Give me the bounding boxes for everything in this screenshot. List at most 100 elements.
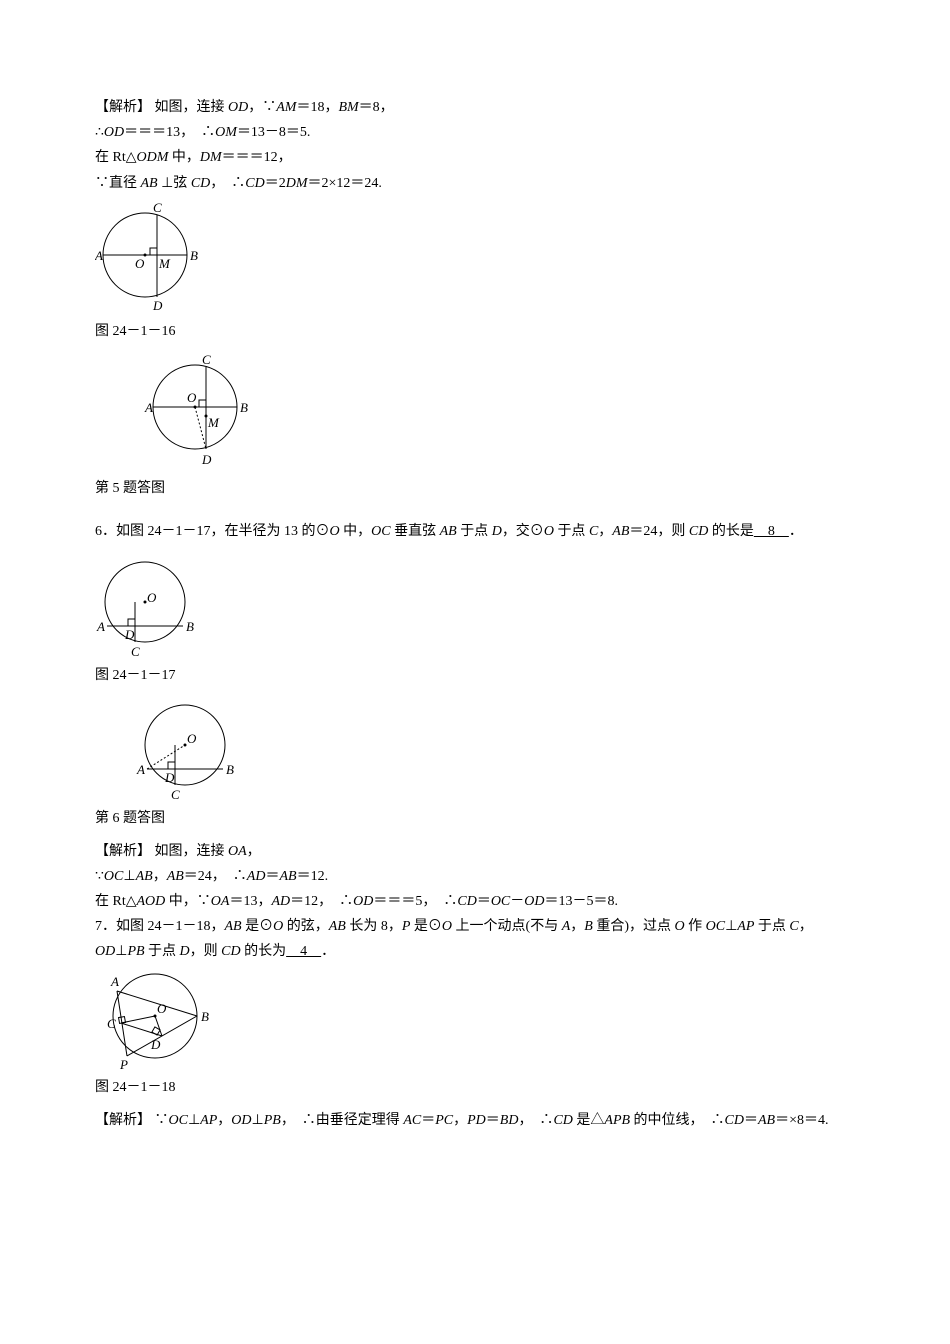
p5-line1: 【解析】 如图，连接 OD，∵AM＝18，BM＝8， xyxy=(95,95,855,120)
txt: ＝24，则 xyxy=(629,524,689,539)
txt: ＝2 xyxy=(265,176,286,191)
txt: 在 Rt△ xyxy=(95,894,137,909)
txt: ⊥弦 xyxy=(158,176,191,191)
fig-6-answer: A B C D O xyxy=(125,697,855,802)
var: C xyxy=(789,919,798,934)
var: PB xyxy=(264,1113,281,1128)
txt: ⊥ xyxy=(123,869,135,884)
txt: － xyxy=(510,894,524,909)
svg-text:M: M xyxy=(207,415,220,430)
var: OA xyxy=(211,894,230,909)
svg-text:A: A xyxy=(110,974,119,989)
var: OD xyxy=(353,894,373,909)
txt: ，则 xyxy=(190,944,222,959)
answer-blank: 8 xyxy=(754,524,789,539)
var: D xyxy=(492,524,502,539)
var: AM xyxy=(276,100,296,115)
txt: ⊥ xyxy=(252,1113,264,1128)
var: CD xyxy=(191,176,210,191)
txt: 【解析】 ∵ xyxy=(95,1113,169,1128)
txt: ， xyxy=(247,844,261,859)
svg-text:C: C xyxy=(153,200,162,215)
svg-text:B: B xyxy=(240,400,248,415)
svg-text:A: A xyxy=(96,619,105,634)
var: AP xyxy=(737,919,754,934)
svg-text:C: C xyxy=(171,787,180,802)
fig-24-1-16-caption: 图 24－1－16 xyxy=(95,319,855,344)
txt: 7．如图 24－1－18， xyxy=(95,919,225,934)
svg-text:O: O xyxy=(135,256,145,271)
var: ODM xyxy=(137,150,169,165)
txt: 于点 xyxy=(554,524,589,539)
var: OD xyxy=(228,100,248,115)
var: O xyxy=(675,919,685,934)
var: AB xyxy=(141,176,158,191)
txt: ＝＝＝13， ∴ xyxy=(124,125,215,140)
txt: ＝13－8＝5. xyxy=(237,125,311,140)
txt: ， xyxy=(799,919,813,934)
txt: ＝12， ∴ xyxy=(290,894,353,909)
var: PD xyxy=(467,1113,486,1128)
txt: 是⊙ xyxy=(410,919,442,934)
txt: ， ∴ xyxy=(210,176,245,191)
txt: 【解析】 如图，连接 xyxy=(95,100,228,115)
txt: ． xyxy=(789,524,803,539)
txt: ＝12. xyxy=(297,869,329,884)
txt: ， ∴由垂径定理得 xyxy=(281,1113,404,1128)
svg-text:D: D xyxy=(152,298,163,313)
txt: 6．如图 24－1－17，在半径为 13 的⊙ xyxy=(95,524,330,539)
fig-6-answer-caption: 第 6 题答图 xyxy=(95,806,855,831)
txt: ， ∴ xyxy=(518,1113,553,1128)
var: AB xyxy=(136,869,153,884)
svg-text:O: O xyxy=(187,731,197,746)
txt: 的长是 xyxy=(708,524,754,539)
txt: ∴ xyxy=(95,125,104,140)
var: AB xyxy=(440,524,457,539)
svg-text:B: B xyxy=(190,248,198,263)
p5-line3: 在 Rt△ODM 中，DM＝＝＝12， xyxy=(95,145,855,170)
txt: ＝＝＝12， xyxy=(222,150,292,165)
var: BD xyxy=(500,1113,519,1128)
var: OM xyxy=(215,125,237,140)
txt: ． xyxy=(321,944,335,959)
p7-sol: 【解析】 ∵OC⊥AP，OD⊥PB， ∴由垂径定理得 AC＝PC，PD＝BD， … xyxy=(95,1108,855,1133)
var: D xyxy=(180,944,190,959)
fig-24-1-18-caption: 图 24－1－18 xyxy=(95,1075,855,1100)
var: AP xyxy=(200,1113,217,1128)
var: O xyxy=(330,524,340,539)
svg-text:D: D xyxy=(124,627,135,642)
p7-question: 7．如图 24－1－18，AB 是⊙O 的弦，AB 长为 8，P 是⊙O 上一个… xyxy=(95,914,855,964)
var: PB xyxy=(127,944,144,959)
var: CD xyxy=(221,944,240,959)
var: AD xyxy=(271,894,290,909)
txt: ∵直径 xyxy=(95,176,141,191)
txt: 中， xyxy=(168,150,200,165)
txt: 于点 xyxy=(145,944,180,959)
var: OD xyxy=(104,125,124,140)
p5-line2: ∴OD＝＝＝13， ∴OM＝13－8＝5. xyxy=(95,120,855,145)
svg-text:D: D xyxy=(164,770,175,785)
txt: ＝ xyxy=(421,1113,435,1128)
var: AB xyxy=(225,919,242,934)
txt: 的弦， xyxy=(283,919,329,934)
fig-24-1-16: A B C D O M xyxy=(95,200,855,315)
svg-text:A: A xyxy=(144,400,153,415)
circle-diagram-icon: A B C D O M xyxy=(125,352,255,472)
var: AB xyxy=(758,1113,775,1128)
txt: ＝13， xyxy=(229,894,271,909)
txt: 【解析】 如图，连接 xyxy=(95,844,228,859)
var: AB xyxy=(279,869,296,884)
svg-text:C: C xyxy=(202,352,211,367)
var: AB xyxy=(612,524,629,539)
svg-text:A: A xyxy=(136,762,145,777)
txt: 于点 xyxy=(457,524,492,539)
txt: ，交⊙ xyxy=(502,524,544,539)
txt: 在 Rt△ xyxy=(95,150,137,165)
p5-line4: ∵直径 AB ⊥弦 CD， ∴CD＝2DM＝2×12＝24. xyxy=(95,171,855,196)
var: A xyxy=(562,919,571,934)
txt: 重合)，过点 xyxy=(593,919,675,934)
svg-text:B: B xyxy=(226,762,234,777)
txt: ＝＝＝5， ∴ xyxy=(373,894,457,909)
txt: 中，∵ xyxy=(165,894,211,909)
txt: ＝2×12＝24. xyxy=(308,176,382,191)
